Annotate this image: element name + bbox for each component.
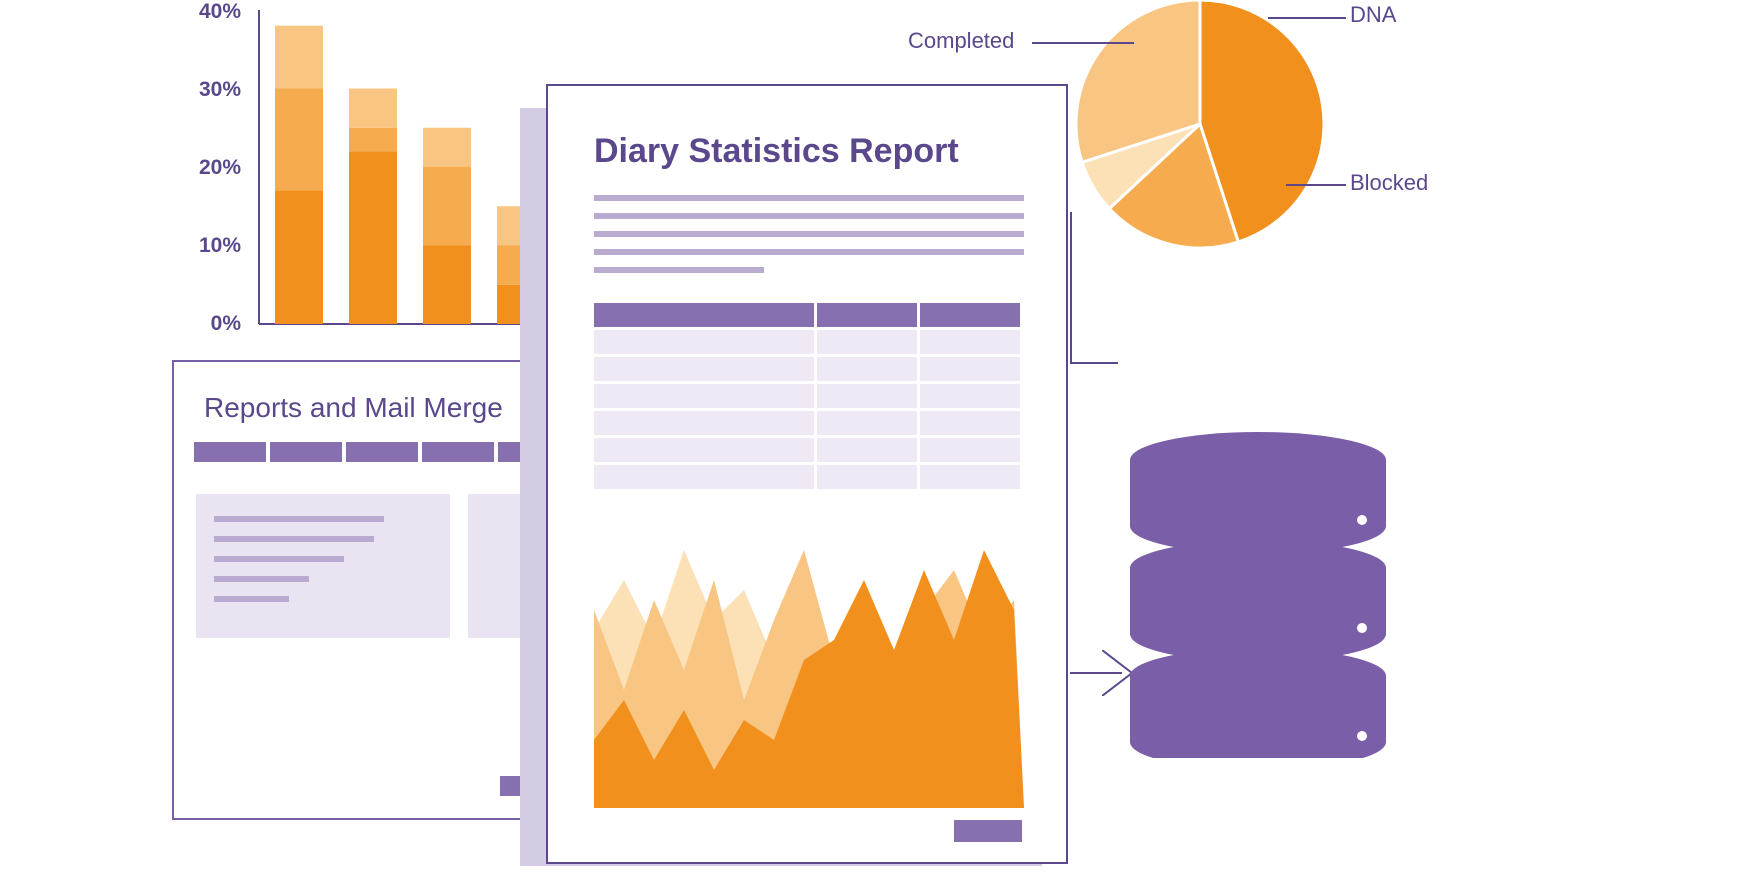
table-cell bbox=[920, 438, 1020, 462]
main-report-subtitle-lines bbox=[548, 195, 1066, 273]
table-cell bbox=[817, 465, 917, 489]
table-cell bbox=[594, 411, 814, 435]
main-report-title: Diary Statistics Report bbox=[548, 86, 1066, 195]
card-text-line bbox=[214, 556, 344, 562]
bar-segment bbox=[423, 128, 471, 167]
table-cell bbox=[817, 438, 917, 462]
reports-tab[interactable] bbox=[270, 442, 342, 462]
bar-segment bbox=[349, 151, 397, 324]
reports-tab[interactable] bbox=[346, 442, 418, 462]
subtitle-line bbox=[594, 267, 764, 273]
area-chart bbox=[594, 510, 1024, 808]
table-cell bbox=[817, 384, 917, 408]
pie-leader-dna bbox=[1268, 17, 1346, 19]
table-cell bbox=[920, 357, 1020, 381]
table-cell bbox=[817, 411, 917, 435]
card-text-line bbox=[214, 516, 384, 522]
connector-report-to-pie-v bbox=[1070, 212, 1072, 362]
y-tick-20: 20% bbox=[199, 156, 241, 179]
table-cell bbox=[594, 438, 814, 462]
pie-label-completed: Completed bbox=[908, 28, 1014, 54]
card-text-line bbox=[214, 596, 289, 602]
pie-leader-blocked bbox=[1286, 184, 1346, 186]
subtitle-line bbox=[594, 213, 1024, 219]
table-header-cell bbox=[817, 303, 917, 327]
card-text-line bbox=[214, 576, 309, 582]
table-cell bbox=[594, 465, 814, 489]
bar-segment bbox=[275, 89, 323, 191]
table-header-cell bbox=[594, 303, 814, 327]
main-report-document: Diary Statistics Report bbox=[546, 84, 1068, 864]
table-cell bbox=[920, 330, 1020, 354]
table-cell bbox=[920, 384, 1020, 408]
table-cell bbox=[817, 330, 917, 354]
database-icon bbox=[1130, 432, 1386, 758]
subtitle-line bbox=[594, 231, 1024, 237]
stacked-bar-chart: 40% 30% 20% 10% 0% bbox=[195, 0, 555, 340]
pie-label-dna: DNA bbox=[1350, 2, 1396, 28]
bar-segment bbox=[423, 167, 471, 246]
pie-chart bbox=[1076, 0, 1324, 248]
bars-group bbox=[275, 26, 545, 324]
y-tick-10: 10% bbox=[199, 234, 241, 257]
card-text-line bbox=[214, 536, 374, 542]
y-tick-40: 40% bbox=[199, 0, 241, 23]
table-cell bbox=[920, 465, 1020, 489]
reports-tab[interactable] bbox=[422, 442, 494, 462]
connector-report-to-pie-h bbox=[1070, 362, 1118, 364]
table-cell bbox=[594, 330, 814, 354]
subtitle-line bbox=[594, 195, 1024, 201]
database-cylinder-group bbox=[1130, 432, 1386, 758]
bar-segment bbox=[423, 246, 471, 325]
pie-label-blocked: Blocked bbox=[1350, 170, 1428, 196]
bar-segment bbox=[349, 128, 397, 152]
bar-chart-svg: 40% 30% 20% 10% 0% bbox=[195, 0, 555, 340]
main-report-table bbox=[594, 303, 1020, 489]
table-cell bbox=[817, 357, 917, 381]
subtitle-line bbox=[594, 249, 1024, 255]
table-header-cell bbox=[920, 303, 1020, 327]
table-cell bbox=[920, 411, 1020, 435]
pie-leader-completed bbox=[1032, 42, 1134, 44]
y-tick-0: 0% bbox=[211, 312, 242, 335]
bar-segment bbox=[275, 26, 323, 89]
y-tick-30: 30% bbox=[199, 78, 241, 101]
reports-card-lines bbox=[196, 494, 450, 638]
table-cell bbox=[594, 357, 814, 381]
reports-tab[interactable] bbox=[194, 442, 266, 462]
main-report-button[interactable] bbox=[954, 820, 1022, 842]
bar-segment bbox=[349, 89, 397, 128]
bar-segment bbox=[275, 191, 323, 324]
table-cell bbox=[594, 384, 814, 408]
